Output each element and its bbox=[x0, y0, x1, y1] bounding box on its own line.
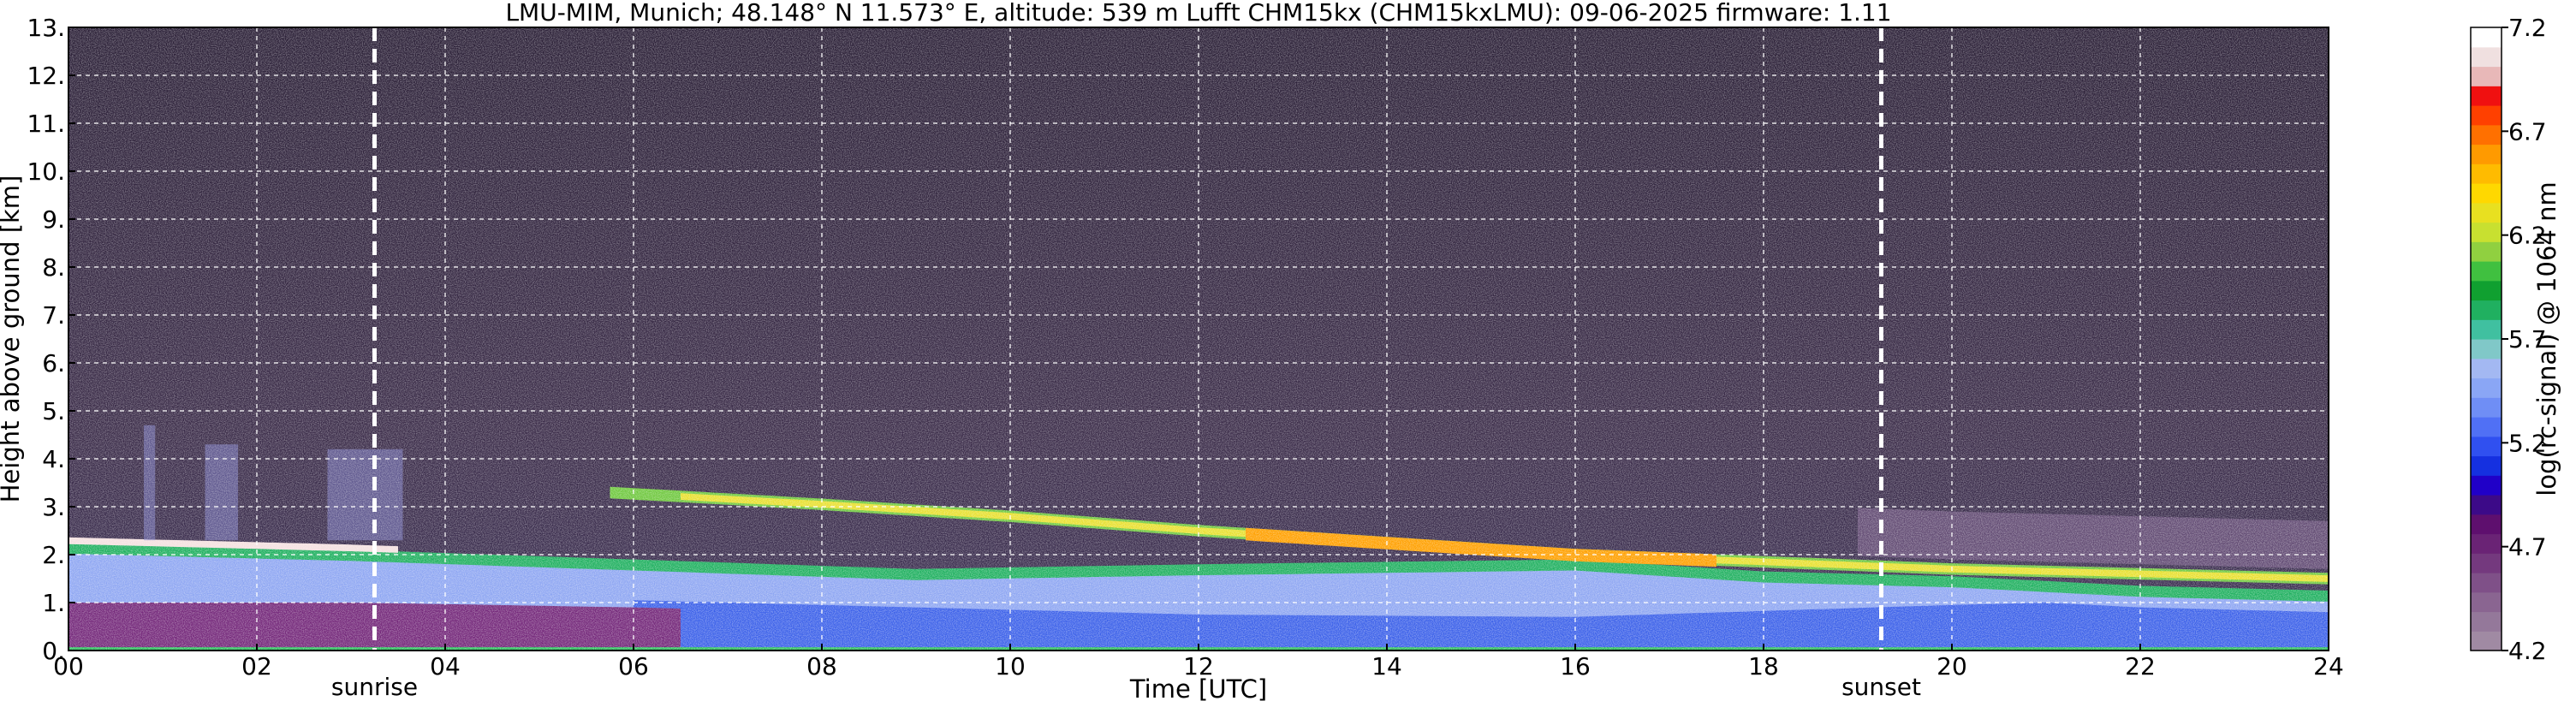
y-tick-label: 6. bbox=[42, 349, 65, 377]
x-tick-label: 20 bbox=[1936, 652, 1967, 680]
grid bbox=[68, 27, 2329, 651]
colorbar-tick-label: 7.2 bbox=[2508, 14, 2547, 42]
colorbar-tick-label: 4.2 bbox=[2508, 637, 2547, 665]
x-axis: 00 02 04 06 08 10 12 14 16 18 20 22 24 bbox=[53, 644, 2344, 680]
plot-area bbox=[68, 27, 2329, 651]
sun-marker-labels: sunrise sunset bbox=[331, 673, 1921, 701]
y-tick-label: 2. bbox=[42, 541, 65, 569]
colorbar-segment bbox=[2471, 339, 2502, 359]
colorbar-segment bbox=[2471, 573, 2502, 593]
colorbar-tick-label: 6.7 bbox=[2508, 117, 2547, 146]
x-tick-label: 24 bbox=[2313, 652, 2344, 680]
x-tick-label: 08 bbox=[806, 652, 837, 680]
colorbar-segment bbox=[2471, 495, 2502, 515]
y-tick-label: 7. bbox=[42, 301, 65, 330]
colorbar-segment bbox=[2471, 553, 2502, 573]
sunrise-label: sunrise bbox=[331, 673, 418, 701]
y-tick-label: 3. bbox=[42, 493, 65, 521]
y-tick-label: 9. bbox=[42, 205, 65, 234]
y-tick-label: 0. bbox=[42, 637, 65, 665]
x-tick-label: 00 bbox=[53, 652, 84, 680]
y-tick-label: 10. bbox=[27, 157, 65, 186]
colorbar-segment bbox=[2471, 144, 2502, 164]
colorbar-segment bbox=[2471, 417, 2502, 437]
x-tick-label: 18 bbox=[1748, 652, 1779, 680]
colorbar-segment bbox=[2471, 222, 2502, 242]
colorbar-segment bbox=[2471, 124, 2502, 146]
y-tick-label: 5. bbox=[42, 397, 65, 425]
colorbar-segment bbox=[2471, 46, 2502, 68]
colorbar-segment bbox=[2471, 27, 2502, 48]
colorbar-segment bbox=[2471, 436, 2502, 457]
colorbar-segment bbox=[2471, 300, 2502, 320]
y-axis: 0. 1. 2. 3. 4. 5. 6. 7. 8. 9. 10. 11. 12. 13. bbox=[27, 14, 75, 665]
colorbar-segment bbox=[2471, 533, 2502, 554]
colorbar-segment bbox=[2471, 261, 2502, 282]
colorbar-tick-label: 5.2 bbox=[2508, 429, 2547, 457]
colorbar-segment bbox=[2471, 397, 2502, 418]
sun-markers bbox=[372, 27, 1883, 651]
y-axis-title: Height above ground [km] bbox=[0, 175, 25, 503]
colorbar-segment bbox=[2471, 475, 2502, 496]
colorbar-segment bbox=[2471, 377, 2502, 398]
colorbar-segment bbox=[2471, 455, 2502, 476]
y-tick-label: 1. bbox=[42, 589, 65, 617]
colorbar-segment bbox=[2471, 591, 2502, 613]
x-tick-label: 14 bbox=[1371, 652, 1402, 680]
colorbar-segment bbox=[2471, 105, 2502, 126]
x-tick-label: 10 bbox=[995, 652, 1026, 680]
colorbar-segment bbox=[2471, 358, 2502, 379]
colorbar-segment bbox=[2471, 86, 2502, 106]
y-tick-label: 11. bbox=[27, 110, 65, 138]
x-axis-title: Time [UTC] bbox=[1129, 674, 1267, 704]
x-tick-label: 06 bbox=[618, 652, 649, 680]
colorbar-segment bbox=[2471, 66, 2502, 86]
colorbar-tick-label: 6.2 bbox=[2508, 222, 2547, 250]
x-tick-label: 02 bbox=[241, 652, 272, 680]
colorbar: 4.2 4.7 5.2 5.7 6.2 6.7 7.2 bbox=[2470, 14, 2547, 665]
colorbar-title: log(rc-signal) @ 1064 nm bbox=[2532, 181, 2561, 496]
colorbar-segment bbox=[2471, 183, 2502, 204]
sunset-label: sunset bbox=[1841, 673, 1921, 701]
y-tick-label: 8. bbox=[42, 253, 65, 282]
colorbar-segment bbox=[2471, 202, 2502, 223]
x-tick-label: 04 bbox=[430, 652, 461, 680]
y-tick-label: 12. bbox=[27, 62, 65, 90]
y-tick-label: 13. bbox=[27, 14, 65, 42]
colorbar-segment bbox=[2471, 241, 2502, 262]
colorbar-segment bbox=[2471, 611, 2502, 632]
colorbar-segment bbox=[2471, 280, 2502, 301]
x-tick-label: 16 bbox=[1560, 652, 1591, 680]
x-tick-label: 22 bbox=[2125, 652, 2156, 680]
colorbar-segment bbox=[2471, 319, 2502, 340]
colorbar-segment bbox=[2471, 514, 2502, 535]
y-tick-label: 4. bbox=[42, 445, 65, 473]
x-tick-label: 12 bbox=[1183, 652, 1214, 680]
chart-title: LMU-MIM, Munich; 48.148° N 11.573° E, al… bbox=[505, 0, 1891, 27]
colorbar-tick-label: 4.7 bbox=[2508, 533, 2547, 561]
colorbar-segment bbox=[2471, 631, 2502, 651]
colorbar-tick-label: 5.7 bbox=[2508, 325, 2547, 354]
colorbar-segment bbox=[2471, 163, 2502, 184]
